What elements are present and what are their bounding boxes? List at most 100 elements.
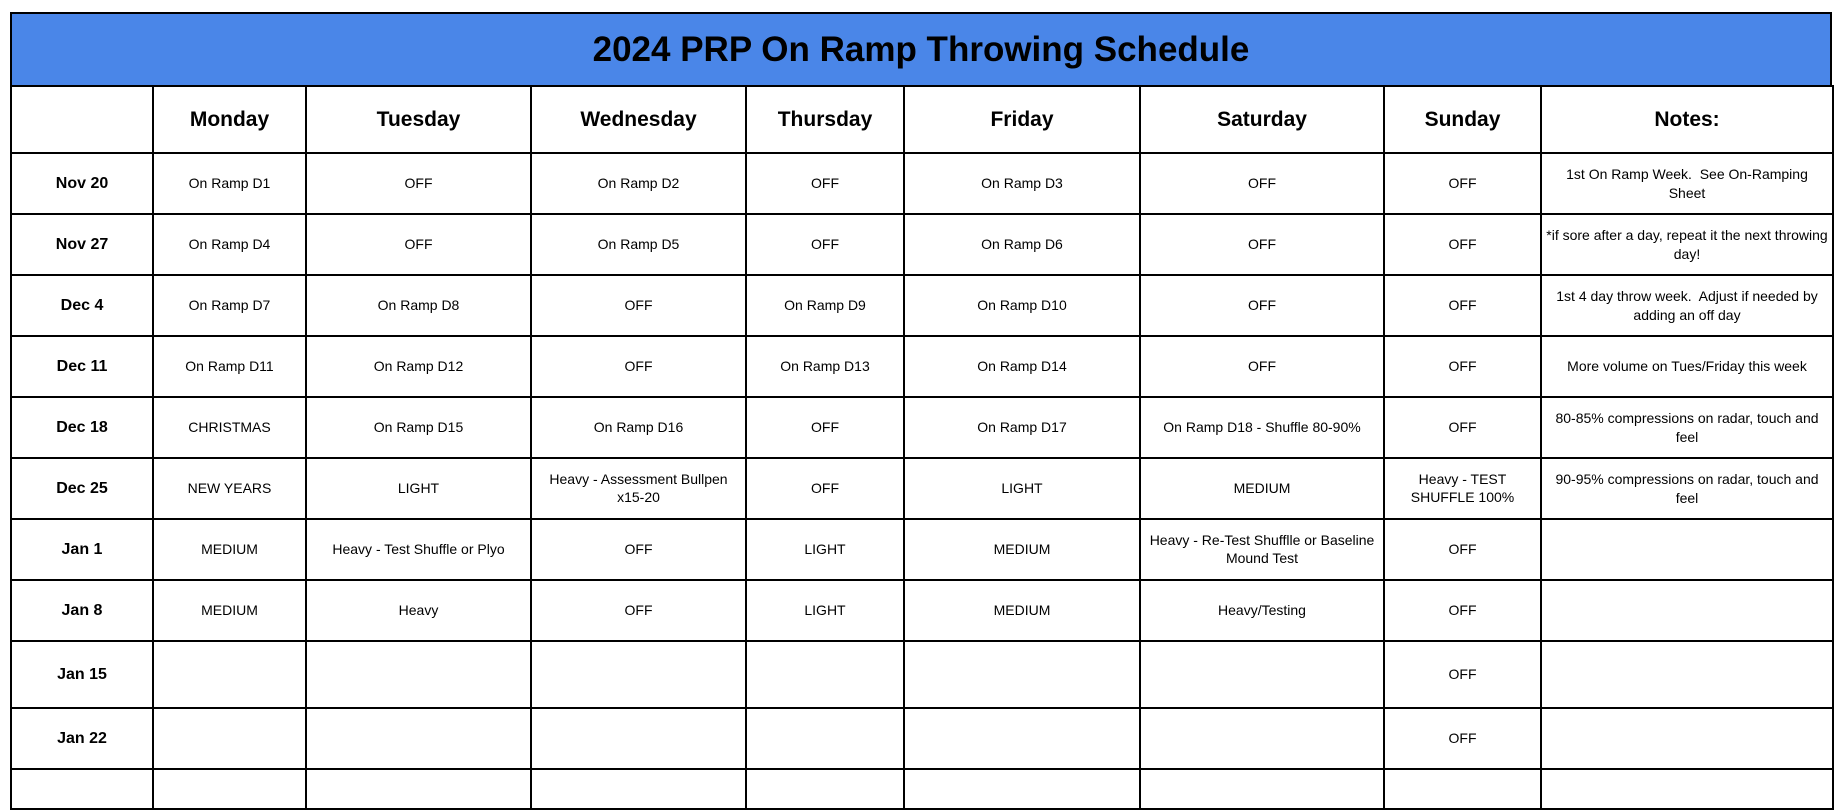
cell-tuesday: On Ramp D8: [305, 274, 532, 337]
table-row: Dec 25 NEW YEARS LIGHT Heavy - Assessment B…: [10, 457, 1834, 520]
column-header-saturday: Saturday: [1139, 85, 1385, 154]
cell-thursday: OFF: [745, 457, 905, 520]
cell-monday: CHRISTMAS: [152, 396, 307, 459]
notes-cell: [1540, 768, 1834, 810]
cell-saturday: Heavy/Testing: [1139, 579, 1385, 642]
cell-tuesday: On Ramp D15: [305, 396, 532, 459]
cell-wednesday: On Ramp D2: [530, 152, 747, 215]
cell-thursday: OFF: [745, 396, 905, 459]
cell-sunday: OFF: [1383, 152, 1542, 215]
cell-wednesday: [530, 768, 747, 810]
cell-friday: [903, 768, 1141, 810]
notes-cell: [1540, 707, 1834, 770]
cell-tuesday: [305, 707, 532, 770]
table-row: Jan 1 MEDIUM Heavy - Test Shuffle or Plyo O…: [10, 518, 1834, 581]
date-cell: Dec 25: [10, 457, 154, 520]
date-cell: Nov 27: [10, 213, 154, 276]
notes-cell: *if sore after a day, repeat it the next…: [1540, 213, 1834, 276]
table-row: Dec 18 CHRISTMAS On Ramp D15 On Ramp D16 OFF…: [10, 396, 1834, 459]
cell-wednesday: Heavy - Assessment Bullpen x15-20: [530, 457, 747, 520]
column-header-sunday: Sunday: [1383, 85, 1542, 154]
cell-monday: On Ramp D7: [152, 274, 307, 337]
cell-tuesday: Heavy: [305, 579, 532, 642]
cell-tuesday: [305, 640, 532, 709]
throwing-schedule-sheet: 2024 PRP On Ramp Throwing Schedule Monda…: [10, 12, 1834, 810]
cell-tuesday: On Ramp D12: [305, 335, 532, 398]
cell-friday: On Ramp D3: [903, 152, 1141, 215]
date-cell: Jan 8: [10, 579, 154, 642]
cell-saturday: [1139, 707, 1385, 770]
cell-saturday: Heavy - Re-Test Shufflle or Baseline Mou…: [1139, 518, 1385, 581]
cell-saturday: OFF: [1139, 335, 1385, 398]
cell-friday: MEDIUM: [903, 579, 1141, 642]
cell-monday: MEDIUM: [152, 579, 307, 642]
date-cell: [10, 768, 154, 810]
cell-thursday: On Ramp D13: [745, 335, 905, 398]
cell-friday: On Ramp D10: [903, 274, 1141, 337]
notes-cell: More volume on Tues/Friday this week: [1540, 335, 1834, 398]
cell-saturday: On Ramp D18 - Shuffle 80-90%: [1139, 396, 1385, 459]
cell-thursday: On Ramp D9: [745, 274, 905, 337]
cell-sunday: [1383, 768, 1542, 810]
schedule-table: Monday Tuesday Wednesday Thursday Friday Satu…: [10, 85, 1834, 810]
cell-saturday: [1139, 768, 1385, 810]
cell-friday: On Ramp D6: [903, 213, 1141, 276]
cell-saturday: OFF: [1139, 213, 1385, 276]
cell-wednesday: On Ramp D5: [530, 213, 747, 276]
cell-friday: LIGHT: [903, 457, 1141, 520]
cell-thursday: OFF: [745, 213, 905, 276]
table-row: Dec 4 On Ramp D7 On Ramp D8 OFF On Ramp D9 On…: [10, 274, 1834, 337]
date-cell: Dec 18: [10, 396, 154, 459]
page-title: 2024 PRP On Ramp Throwing Schedule: [10, 12, 1832, 85]
cell-wednesday: [530, 707, 747, 770]
date-cell: Dec 4: [10, 274, 154, 337]
cell-tuesday: LIGHT: [305, 457, 532, 520]
notes-cell: 90-95% compressions on radar, touch and …: [1540, 457, 1834, 520]
header-row: Monday Tuesday Wednesday Thursday Friday Satu…: [10, 85, 1834, 154]
cell-sunday: OFF: [1383, 335, 1542, 398]
cell-thursday: [745, 640, 905, 709]
cell-sunday: OFF: [1383, 640, 1542, 709]
column-header-tuesday: Tuesday: [305, 85, 532, 154]
cell-monday: On Ramp D1: [152, 152, 307, 215]
table-row: Jan 22 OFF: [10, 707, 1834, 770]
cell-sunday: Heavy - TEST SHUFFLE 100%: [1383, 457, 1542, 520]
cell-friday: On Ramp D17: [903, 396, 1141, 459]
cell-wednesday: OFF: [530, 518, 747, 581]
date-cell: Dec 11: [10, 335, 154, 398]
cell-monday: [152, 768, 307, 810]
cell-friday: [903, 707, 1141, 770]
table-row: Jan 15 OFF: [10, 640, 1834, 709]
table-row: Jan 8 MEDIUM Heavy OFF LIGHT MEDIUM Heavy/Test…: [10, 579, 1834, 642]
column-header-wednesday: Wednesday: [530, 85, 747, 154]
table-row: Nov 27 On Ramp D4 OFF On Ramp D5 OFF On Ramp …: [10, 213, 1834, 276]
cell-friday: On Ramp D14: [903, 335, 1141, 398]
cell-wednesday: On Ramp D16: [530, 396, 747, 459]
cell-sunday: OFF: [1383, 396, 1542, 459]
cell-monday: [152, 707, 307, 770]
date-cell: Jan 22: [10, 707, 154, 770]
cell-sunday: OFF: [1383, 274, 1542, 337]
cell-sunday: OFF: [1383, 579, 1542, 642]
column-header-thursday: Thursday: [745, 85, 905, 154]
date-cell: Jan 15: [10, 640, 154, 709]
notes-cell: 80-85% compressions on radar, touch and …: [1540, 396, 1834, 459]
cell-wednesday: OFF: [530, 335, 747, 398]
cell-friday: MEDIUM: [903, 518, 1141, 581]
cell-sunday: OFF: [1383, 518, 1542, 581]
date-cell: Nov 20: [10, 152, 154, 215]
cell-monday: MEDIUM: [152, 518, 307, 581]
cell-saturday: MEDIUM: [1139, 457, 1385, 520]
column-header-monday: Monday: [152, 85, 307, 154]
notes-cell: [1540, 640, 1834, 709]
column-header-friday: Friday: [903, 85, 1141, 154]
cell-thursday: [745, 707, 905, 770]
cell-tuesday: OFF: [305, 152, 532, 215]
cell-thursday: OFF: [745, 152, 905, 215]
cell-monday: NEW YEARS: [152, 457, 307, 520]
cell-wednesday: OFF: [530, 579, 747, 642]
cell-sunday: OFF: [1383, 707, 1542, 770]
cell-wednesday: [530, 640, 747, 709]
table-row: [10, 768, 1834, 810]
notes-cell: 1st On Ramp Week. See On-Ramping Sheet: [1540, 152, 1834, 215]
